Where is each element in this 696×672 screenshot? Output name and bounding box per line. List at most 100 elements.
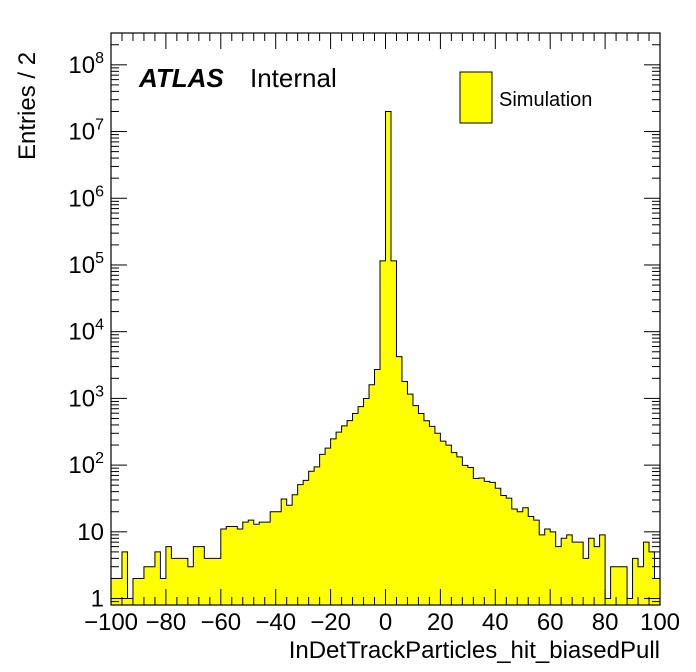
y-tick-label: 106 xyxy=(68,183,104,212)
histogram-bar xyxy=(599,534,606,605)
histogram-bar xyxy=(396,356,403,605)
histogram-bar xyxy=(143,566,150,605)
histogram-bar xyxy=(160,578,167,605)
histogram-bar xyxy=(506,498,513,605)
y-tick-label: 103 xyxy=(68,383,104,412)
x-tick-label: 60 xyxy=(537,609,564,636)
histogram-bar xyxy=(325,448,331,605)
histogram-bar xyxy=(198,546,205,605)
histogram-bar xyxy=(489,482,496,605)
histogram-bar xyxy=(336,432,342,605)
histogram-bar xyxy=(165,546,172,605)
histogram-bar xyxy=(259,522,266,605)
y-tick-label: 102 xyxy=(68,450,104,479)
histogram-bar xyxy=(363,398,370,605)
histogram-bar xyxy=(627,598,633,605)
histogram-bar xyxy=(550,531,556,605)
histogram-bar xyxy=(440,441,447,605)
legend: Simulation xyxy=(459,71,592,124)
histogram-bar xyxy=(588,538,595,605)
histogram-bar xyxy=(154,551,161,605)
histogram-bar xyxy=(303,480,309,605)
histogram-bar xyxy=(594,546,600,605)
histogram-bar xyxy=(649,551,655,605)
histogram-bar xyxy=(511,508,518,605)
histogram-outline xyxy=(110,110,661,605)
histogram-bar xyxy=(358,406,364,605)
histogram-bar xyxy=(176,558,183,605)
histogram-bar xyxy=(632,558,639,605)
histogram-bar xyxy=(292,494,298,605)
histogram-bar xyxy=(445,445,452,605)
histogram-bar xyxy=(330,438,337,605)
histogram-bar xyxy=(341,425,348,605)
histogram-bar xyxy=(171,558,178,605)
histogram-bar xyxy=(226,526,233,605)
histogram-bar xyxy=(577,542,584,605)
x-tick-label: 100 xyxy=(640,609,680,636)
y-tick-labels: 1 10 102 103 104 105 106 107 108 xyxy=(68,50,104,613)
histogram-bar xyxy=(264,522,271,605)
histogram-bar xyxy=(138,578,145,605)
x-tick-label: −80 xyxy=(146,609,187,636)
histogram-bar xyxy=(654,578,661,605)
histogram-bar xyxy=(539,534,546,605)
histogram-bar xyxy=(522,507,529,605)
histogram-bar xyxy=(583,558,589,605)
histogram-bar xyxy=(149,566,156,605)
x-axis-title: InDetTrackParticles_hit_biasedPull xyxy=(289,637,660,664)
histogram-bar xyxy=(390,260,397,605)
histogram-bar xyxy=(132,578,139,605)
histogram-bar xyxy=(281,499,287,605)
y-tick-label: 104 xyxy=(68,317,104,346)
histogram-bar xyxy=(204,558,211,605)
histogram-bar xyxy=(111,578,117,605)
y-tick-label: 10 xyxy=(77,519,104,546)
histogram-bar xyxy=(566,534,573,605)
x-tick-label: −100 xyxy=(84,609,138,636)
histogram-bar xyxy=(528,516,535,605)
legend-swatch xyxy=(459,71,493,124)
x-tick-label: 40 xyxy=(482,609,509,636)
histogram-bar xyxy=(374,369,381,605)
histogram-bar xyxy=(462,465,469,605)
histogram-bar xyxy=(275,511,282,605)
x-tick-label: −40 xyxy=(255,609,296,636)
histogram-bar xyxy=(347,420,353,605)
histogram-bar xyxy=(572,542,578,605)
axis-ticks xyxy=(110,32,661,606)
histogram-bar xyxy=(286,505,293,605)
y-tick-label: 1 xyxy=(91,586,104,613)
histogram-bar xyxy=(616,566,622,605)
histogram-bar xyxy=(401,381,408,605)
histogram-bar xyxy=(407,394,414,605)
histogram-bar xyxy=(121,551,128,605)
histogram-bar xyxy=(423,420,430,605)
x-tick-label: −20 xyxy=(310,609,351,636)
histogram-bar xyxy=(352,413,359,605)
histogram-bar xyxy=(308,471,315,605)
y-tick-label: 108 xyxy=(68,50,104,79)
histogram-bar xyxy=(434,433,441,605)
histogram-bar xyxy=(127,598,134,605)
histogram-bar xyxy=(451,452,458,605)
histogram-bar xyxy=(242,522,249,605)
histogram-bar xyxy=(297,484,304,605)
histogram-bar xyxy=(544,529,551,605)
x-tick-labels: −100 −80 −60 −40 −20 0 20 40 60 80 100 xyxy=(84,609,680,636)
histogram-bar xyxy=(193,546,200,605)
histogram-bar xyxy=(561,538,567,605)
atlas-status-label: Internal xyxy=(250,63,337,93)
x-tick-label: −60 xyxy=(200,609,241,636)
histogram-bar xyxy=(467,467,474,605)
histogram-bar xyxy=(484,481,491,605)
histogram-bar xyxy=(456,456,463,605)
histogram-bar xyxy=(385,111,392,606)
histogram-bar xyxy=(270,511,276,605)
atlas-label: ATLAS xyxy=(138,63,224,93)
histogram-bar xyxy=(182,558,189,605)
histogram-bar xyxy=(610,566,617,605)
histogram-bar xyxy=(380,260,386,605)
histogram-bar xyxy=(500,495,507,605)
